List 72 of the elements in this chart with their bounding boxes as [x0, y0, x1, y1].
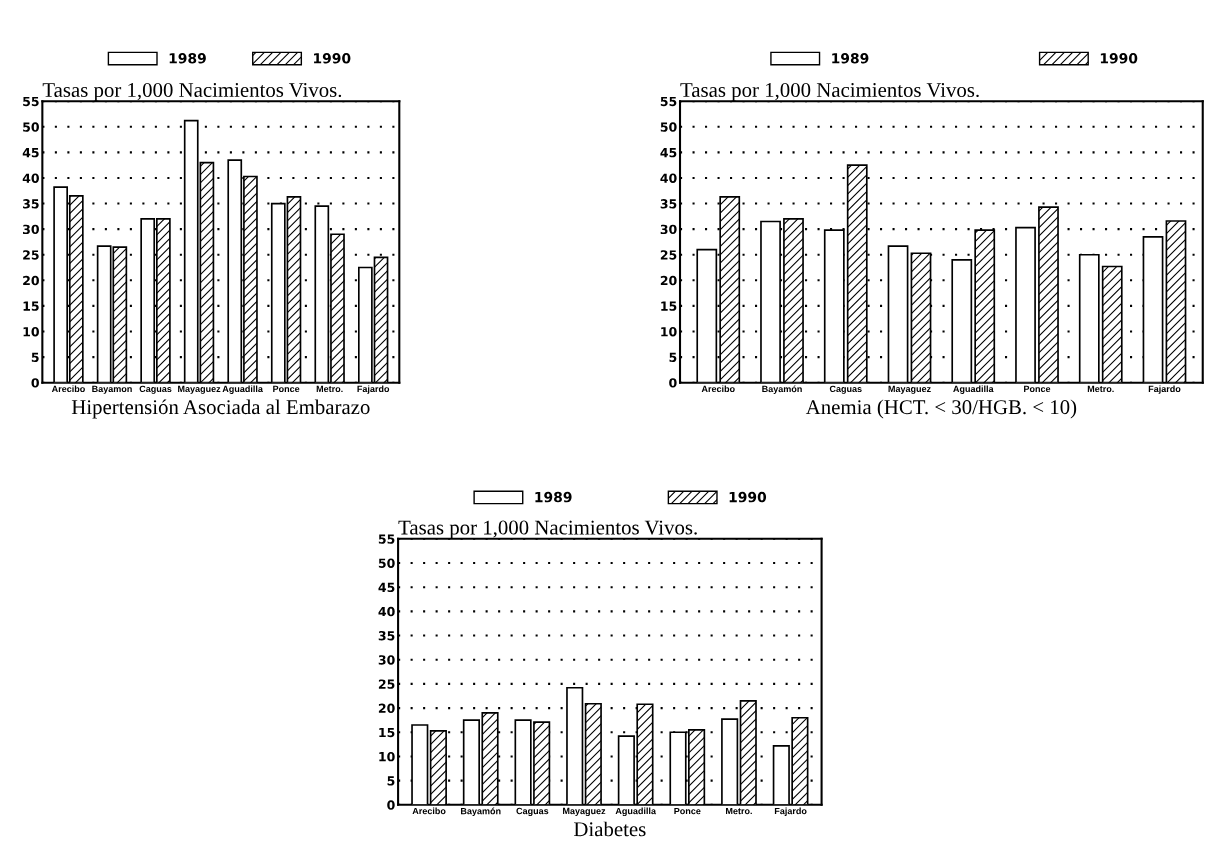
- y-tick-label: 35: [660, 199, 677, 209]
- y-tick-label: 35: [378, 631, 395, 641]
- x-axis-title: Anemia (HCT. < 30/HGB. < 10): [805, 399, 1077, 419]
- x-tick-label: Arecibo: [51, 385, 85, 393]
- x-tick-label: Arecibo: [412, 807, 446, 815]
- x-axis-title: Hipertensión Asociada al Embarazo: [71, 399, 370, 419]
- x-tick-label: Aguadilla: [222, 385, 263, 394]
- legend-label: 1989: [169, 53, 206, 64]
- y-tick-label: 5: [387, 776, 395, 786]
- y-tick-label: 55: [23, 96, 39, 107]
- x-tick-label: Ponce: [674, 807, 701, 815]
- y-tick-label: 40: [378, 606, 395, 617]
- x-tick-label: Fajardo: [357, 385, 390, 394]
- legend-label: 1989: [535, 491, 572, 503]
- x-tick-label: Fajardo: [774, 807, 807, 816]
- x-tick-label: Aguadilla: [953, 385, 994, 394]
- x-tick-label: Caguas: [516, 807, 549, 816]
- legend-label: 1989: [832, 53, 869, 64]
- y-tick-label: 30: [660, 224, 677, 235]
- legend-label: 1990: [729, 491, 767, 503]
- x-tick-label: Aguadilla: [615, 807, 657, 817]
- y-tick-label: 20: [378, 703, 395, 714]
- y-tick-label: 40: [22, 173, 39, 183]
- x-tick-label: Metro.: [1087, 385, 1114, 393]
- chart-title: Tasas por 1,000 Nacimientos Vivos.: [398, 520, 697, 539]
- y-tick-label: 25: [23, 250, 39, 260]
- x-tick-label: Arecibo: [701, 385, 735, 393]
- x-tick-label: Bayamon: [92, 385, 132, 394]
- x-tick-label: Ponce: [1024, 385, 1051, 393]
- y-tick-label: 50: [378, 558, 395, 568]
- y-tick-label: 45: [378, 582, 395, 593]
- y-tick-label: 0: [387, 800, 395, 810]
- x-tick-label: Mayaguez: [563, 807, 606, 816]
- x-tick-label: Metro.: [726, 807, 752, 815]
- y-tick-label: 30: [378, 655, 395, 665]
- x-tick-label: Ponce: [273, 385, 300, 393]
- y-tick-label: 15: [661, 301, 677, 311]
- y-tick-label: 50: [23, 122, 39, 132]
- y-tick-label: 25: [378, 679, 395, 689]
- y-tick-label: 15: [379, 727, 395, 738]
- y-tick-label: 10: [661, 326, 677, 337]
- y-tick-label: 55: [660, 96, 677, 107]
- y-tick-label: 10: [23, 326, 39, 337]
- y-tick-label: 5: [669, 352, 677, 363]
- y-tick-label: 55: [378, 534, 395, 544]
- y-tick-label: 40: [660, 173, 677, 183]
- x-tick-label: Caguas: [829, 385, 862, 394]
- y-tick-label: 30: [23, 224, 39, 235]
- legend-label: 1990: [314, 53, 351, 64]
- y-tick-label: 45: [22, 148, 39, 158]
- chart-title: Tasas por 1,000 Nacimientos Vivos.: [680, 82, 979, 102]
- y-tick-label: 5: [31, 352, 39, 363]
- x-tick-label: Metro.: [316, 385, 343, 393]
- y-tick-label: 0: [669, 378, 677, 388]
- y-tick-label: 45: [660, 148, 677, 158]
- y-tick-label: 15: [23, 301, 39, 311]
- x-tick-label: Caguas: [139, 385, 172, 394]
- x-tick-label: Mayaguez: [888, 385, 931, 394]
- y-tick-label: 35: [23, 199, 39, 209]
- legend-label: 1990: [1100, 53, 1138, 64]
- x-axis-title: Diabetes: [573, 821, 646, 837]
- x-tick-label: Fajardo: [1148, 385, 1181, 394]
- y-tick-label: 25: [660, 250, 677, 260]
- y-tick-label: 0: [31, 378, 39, 388]
- chart-title: Tasas por 1,000 Nacimientos Vivos.: [42, 82, 342, 102]
- x-tick-label: Bayamón: [762, 385, 802, 394]
- x-tick-label: Bayamón: [461, 807, 501, 817]
- x-tick-label: Mayaguez: [178, 385, 221, 394]
- y-tick-label: 20: [660, 275, 677, 286]
- y-tick-label: 10: [379, 751, 395, 762]
- y-tick-label: 50: [660, 122, 677, 132]
- y-tick-label: 20: [23, 275, 39, 286]
